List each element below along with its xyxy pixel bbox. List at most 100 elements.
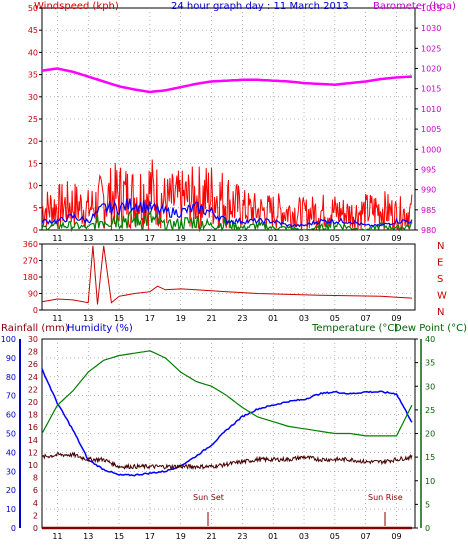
x-tick-label: 09 bbox=[391, 314, 401, 323]
direction-panel bbox=[41, 243, 416, 311]
x-tick-label: 19 bbox=[176, 234, 186, 243]
humidity-y-tick: 90 bbox=[6, 354, 16, 363]
x-tick-label: 23 bbox=[237, 234, 247, 243]
humidity-y-tick: 80 bbox=[6, 373, 16, 382]
sunrise-label: Sun Rise bbox=[368, 493, 403, 502]
temp-axis-title: Temperature (°C) bbox=[311, 323, 398, 334]
baro-axis-title: Barometer (hpa) bbox=[373, 1, 456, 12]
temp-y-tick: 20 bbox=[425, 430, 435, 439]
rain-y-tick: 28 bbox=[28, 348, 38, 357]
x-tick-label: 19 bbox=[176, 532, 186, 541]
humidity-y-tick: 0 bbox=[11, 524, 16, 533]
x-tick-label: 09 bbox=[391, 532, 401, 541]
direction-y-tick: 90 bbox=[28, 290, 38, 299]
rain-y-tick: 0 bbox=[33, 524, 38, 533]
x-tick-label: 23 bbox=[237, 314, 247, 323]
baro-y-tick: 1025 bbox=[421, 44, 441, 53]
x-tick-label: 01 bbox=[268, 532, 278, 541]
rain-y-tick: 10 bbox=[28, 461, 38, 470]
baro-y-tick: 980 bbox=[421, 226, 436, 235]
wind-y-tick: 40 bbox=[28, 48, 38, 57]
x-tick-label: 05 bbox=[330, 314, 340, 323]
x-tick-label: 13 bbox=[83, 532, 93, 541]
humidity-y-tick: 100 bbox=[1, 335, 16, 344]
compass-label: S bbox=[437, 274, 443, 285]
x-tick-label: 13 bbox=[83, 234, 93, 243]
x-tick-label: 15 bbox=[114, 314, 124, 323]
x-tick-label: 21 bbox=[206, 532, 216, 541]
humidity-y-tick: 20 bbox=[6, 486, 16, 495]
compass-label: W bbox=[437, 291, 447, 302]
humidity-y-tick: 70 bbox=[6, 392, 16, 401]
wind-y-tick: 35 bbox=[28, 71, 38, 80]
x-tick-label: 03 bbox=[299, 234, 309, 243]
baro-y-tick: 1020 bbox=[421, 65, 441, 74]
gust-line bbox=[41, 209, 413, 233]
humidity-y-tick: 60 bbox=[6, 411, 16, 420]
x-tick-label: 17 bbox=[145, 532, 155, 541]
x-tick-label: 03 bbox=[299, 532, 309, 541]
x-tick-label: 11 bbox=[52, 234, 62, 243]
rain-y-tick: 2 bbox=[33, 511, 38, 520]
compass-label: E bbox=[437, 258, 443, 269]
x-tick-label: 01 bbox=[268, 314, 278, 323]
baro-y-tick: 1030 bbox=[421, 24, 441, 33]
wind-axis-title: Windspeed (kph) bbox=[34, 1, 119, 12]
wind-y-tick: 45 bbox=[28, 26, 38, 35]
compass-label: N bbox=[437, 241, 444, 252]
x-tick-label: 15 bbox=[114, 532, 124, 541]
humidity-line bbox=[41, 368, 413, 477]
sunset-label: Sun Set bbox=[193, 493, 224, 502]
rain-y-tick: 20 bbox=[28, 398, 38, 407]
direction-y-tick: 0 bbox=[33, 306, 38, 315]
x-tick-label: 01 bbox=[268, 234, 278, 243]
x-tick-label: 05 bbox=[330, 234, 340, 243]
temp-panel bbox=[41, 338, 416, 529]
x-tick-label: 13 bbox=[83, 314, 93, 323]
direction-y-tick: 180 bbox=[23, 273, 38, 282]
rain-y-tick: 8 bbox=[33, 474, 38, 483]
x-tick-label: 17 bbox=[145, 314, 155, 323]
x-tick-label: 09 bbox=[391, 234, 401, 243]
wind-y-tick: 30 bbox=[28, 93, 38, 102]
wind-y-tick: 5 bbox=[33, 204, 38, 213]
x-tick-label: 21 bbox=[206, 314, 216, 323]
temperature-line bbox=[41, 350, 413, 437]
direction-y-tick: 360 bbox=[23, 240, 38, 249]
x-tick-label: 15 bbox=[114, 234, 124, 243]
wind-y-tick: 50 bbox=[28, 4, 38, 13]
humidity-y-tick: 50 bbox=[6, 430, 16, 439]
dewpoint-axis-title: Dew Point (°C) bbox=[394, 323, 467, 334]
humidity-axis-title: Humidity (%) bbox=[67, 323, 133, 334]
baro-y-tick: 985 bbox=[421, 206, 436, 215]
temp-y-tick: 5 bbox=[425, 500, 430, 509]
rain-y-tick: 14 bbox=[28, 436, 38, 445]
baro-y-tick: 1005 bbox=[421, 125, 441, 134]
x-tick-label: 03 bbox=[299, 314, 309, 323]
x-tick-label: 11 bbox=[52, 314, 62, 323]
baro-y-tick: 1035 bbox=[421, 4, 441, 13]
x-tick-label: 07 bbox=[361, 234, 371, 243]
average-wind-line bbox=[41, 198, 413, 228]
rain-y-tick: 22 bbox=[28, 385, 38, 394]
baro-y-tick: 1000 bbox=[421, 145, 441, 154]
wind-y-tick: 25 bbox=[28, 115, 38, 124]
rain-axis-title: Rainfall (mm) bbox=[1, 323, 69, 334]
baro-y-tick: 990 bbox=[421, 186, 436, 195]
barometer-line bbox=[41, 67, 412, 94]
rain-y-tick: 16 bbox=[28, 423, 38, 432]
temp-y-tick: 15 bbox=[425, 453, 435, 462]
baro-y-tick: 995 bbox=[421, 165, 436, 174]
compass-label: N bbox=[437, 307, 444, 318]
rain-y-tick: 18 bbox=[28, 411, 38, 420]
x-tick-label: 07 bbox=[361, 314, 371, 323]
wind-y-tick: 15 bbox=[28, 159, 38, 168]
x-tick-label: 21 bbox=[206, 234, 216, 243]
temp-y-tick: 0 bbox=[425, 524, 430, 533]
wind-y-tick: 10 bbox=[28, 182, 38, 191]
temp-y-tick: 10 bbox=[425, 477, 435, 486]
rain-y-tick: 26 bbox=[28, 360, 38, 369]
temp-y-tick: 25 bbox=[425, 406, 435, 415]
